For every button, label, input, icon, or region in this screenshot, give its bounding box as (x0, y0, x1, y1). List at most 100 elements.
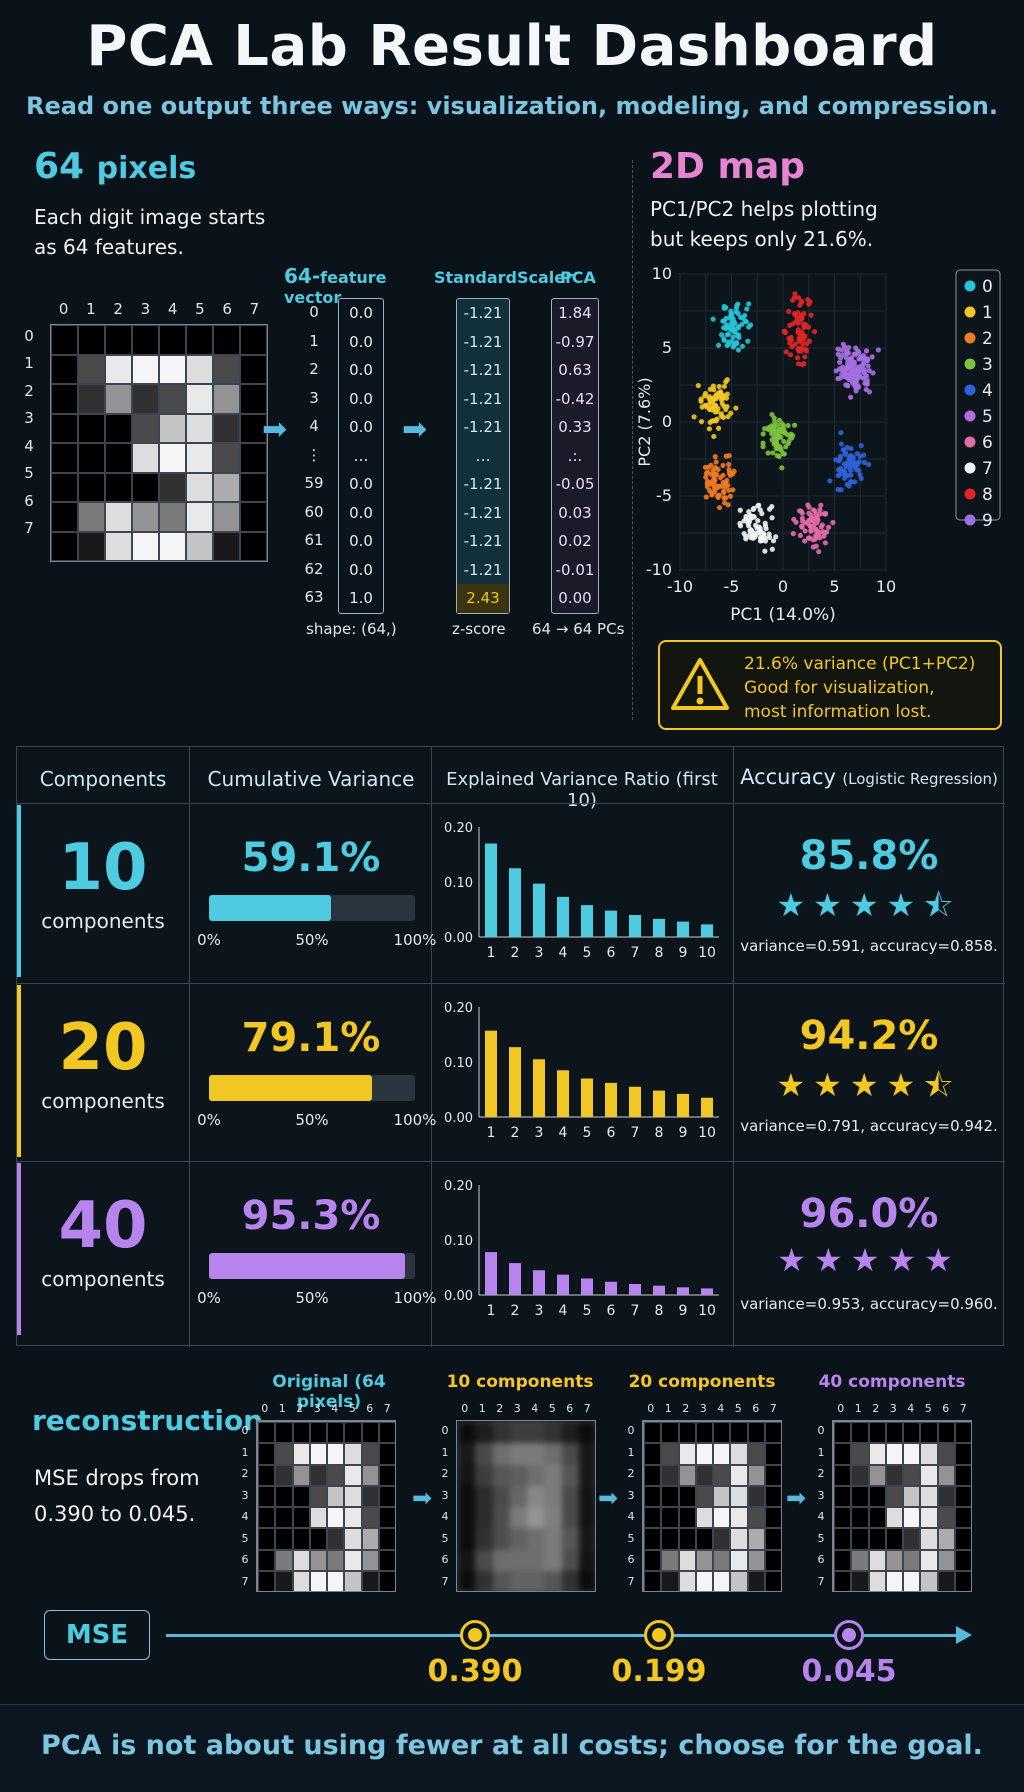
scatter-point (838, 441, 844, 447)
legend-label: 3 (982, 355, 993, 375)
pixel-cell (937, 1422, 955, 1444)
scatter-point (797, 532, 803, 539)
pixel-cell (258, 1485, 276, 1507)
pixel-cell (747, 1464, 765, 1486)
x-tick-label: 10 (876, 577, 896, 596)
scatter-point (727, 493, 733, 499)
scatter-point (724, 403, 730, 410)
variance-bar-tick: 0% (197, 1111, 221, 1129)
scatter-point (802, 538, 808, 544)
scatter-point (862, 380, 868, 386)
pixel-cell (713, 1507, 731, 1529)
x-tick-label: 2 (511, 1303, 520, 1319)
row-indices: 0 1 2 3 4 5 6 7 (16, 322, 42, 542)
vector-value: -1.21 (463, 560, 503, 579)
pixel-cell (937, 1528, 955, 1550)
pixel-cell (644, 1549, 662, 1571)
vector-heading-num: 64- (284, 264, 321, 288)
scatter-point (776, 417, 783, 423)
scatter-point (716, 483, 723, 489)
pixel-cell (937, 1443, 955, 1465)
legend-label: 8 (982, 485, 993, 505)
header-accuracy-main: Accuracy (740, 765, 836, 789)
label-10-components: 10 components (446, 1372, 594, 1392)
x-tick-label: 8 (655, 1125, 664, 1141)
scatter-point (769, 411, 775, 418)
bar (533, 1059, 545, 1117)
scatter-point (854, 461, 860, 467)
pixel-cell (492, 1443, 510, 1465)
row-index: 2 (24, 381, 34, 400)
x-tick-label: 9 (679, 1303, 688, 1319)
bar (605, 910, 617, 937)
scatter-point (716, 504, 723, 511)
y-tick-label: 0.20 (444, 821, 473, 836)
scatter-point (741, 518, 747, 524)
pixel-cell (561, 1443, 579, 1465)
pca-scatter-plot: -10 -5 0 5 10 10 5 0 -5 -10 PC1 (14.0%) PC2 (7.6%) 0… (636, 266, 1001, 625)
scatter-point (847, 453, 854, 459)
scatter-point (762, 535, 768, 541)
x-tick-label: 8 (655, 945, 664, 961)
pixel-cell (275, 1443, 293, 1465)
scatter-point (757, 535, 764, 541)
scatter-point (846, 344, 852, 351)
scatter-point (707, 407, 713, 413)
pixel-cell (527, 1422, 545, 1444)
pixel-cell (327, 1443, 345, 1465)
mse-value-40: 0.045 (801, 1654, 897, 1689)
scatter-point (875, 347, 881, 353)
col-divider (431, 747, 432, 1347)
pixel-cell (747, 1549, 765, 1571)
reconstruction-desc-line1: MSE drops from (34, 1466, 200, 1490)
scatter-point (746, 324, 752, 330)
pixel-cell (954, 1528, 971, 1550)
column-index: 0 (461, 1402, 469, 1415)
pixel-cell (51, 384, 78, 414)
pixel-cell (713, 1464, 731, 1486)
vector-heading-rest: feature vector (284, 268, 387, 307)
column-index: 4 (331, 1402, 339, 1415)
pixel-cell (509, 1549, 527, 1571)
header-accuracy: Accuracy (Logistic Regression) (733, 765, 1005, 789)
pixel-cell (344, 1549, 362, 1571)
row-index: 5 (241, 1531, 249, 1545)
pixel-cell (51, 325, 78, 355)
bar (629, 1086, 641, 1117)
reconstructed-digit-image (643, 1421, 781, 1591)
scatter-point (846, 457, 852, 463)
scaler-column-heading: StandardScaler (434, 268, 573, 287)
scatter-point (802, 354, 808, 360)
scatter-point (770, 450, 776, 456)
pixel-cell (361, 1570, 379, 1591)
pixel-cell (292, 1443, 310, 1465)
results-table: Components Cumulative Variance Explained… (16, 746, 1005, 1347)
column-index: 4 (167, 300, 178, 318)
scatter-point (835, 487, 841, 493)
pixel-cell (275, 1464, 293, 1486)
pixel-cell (475, 1422, 493, 1444)
scatter-point (802, 528, 808, 534)
scatter-point (806, 301, 812, 307)
vector-value: -1.21 (463, 389, 503, 408)
pixel-cell (240, 531, 267, 561)
half-star-icon: ⯪ (923, 1066, 962, 1104)
scatter-point (752, 522, 759, 528)
bar (581, 1278, 593, 1295)
pixel-cell (78, 502, 105, 532)
pixel-cell (275, 1570, 293, 1591)
pixel-cell (954, 1464, 971, 1486)
column-index: 4 (907, 1402, 915, 1415)
bar (509, 1047, 521, 1117)
pixel-cell (186, 384, 213, 414)
pixel-cell (105, 502, 132, 532)
scatter-point (774, 422, 781, 428)
pixel-cell (132, 413, 159, 443)
column-index: 5 (348, 1402, 356, 1415)
pixel-cell (544, 1528, 562, 1550)
pixel-cell (78, 413, 105, 443)
pixel-cell (78, 531, 105, 561)
x-tick-label: -5 (724, 577, 740, 596)
vector-index: 3 (309, 388, 319, 407)
